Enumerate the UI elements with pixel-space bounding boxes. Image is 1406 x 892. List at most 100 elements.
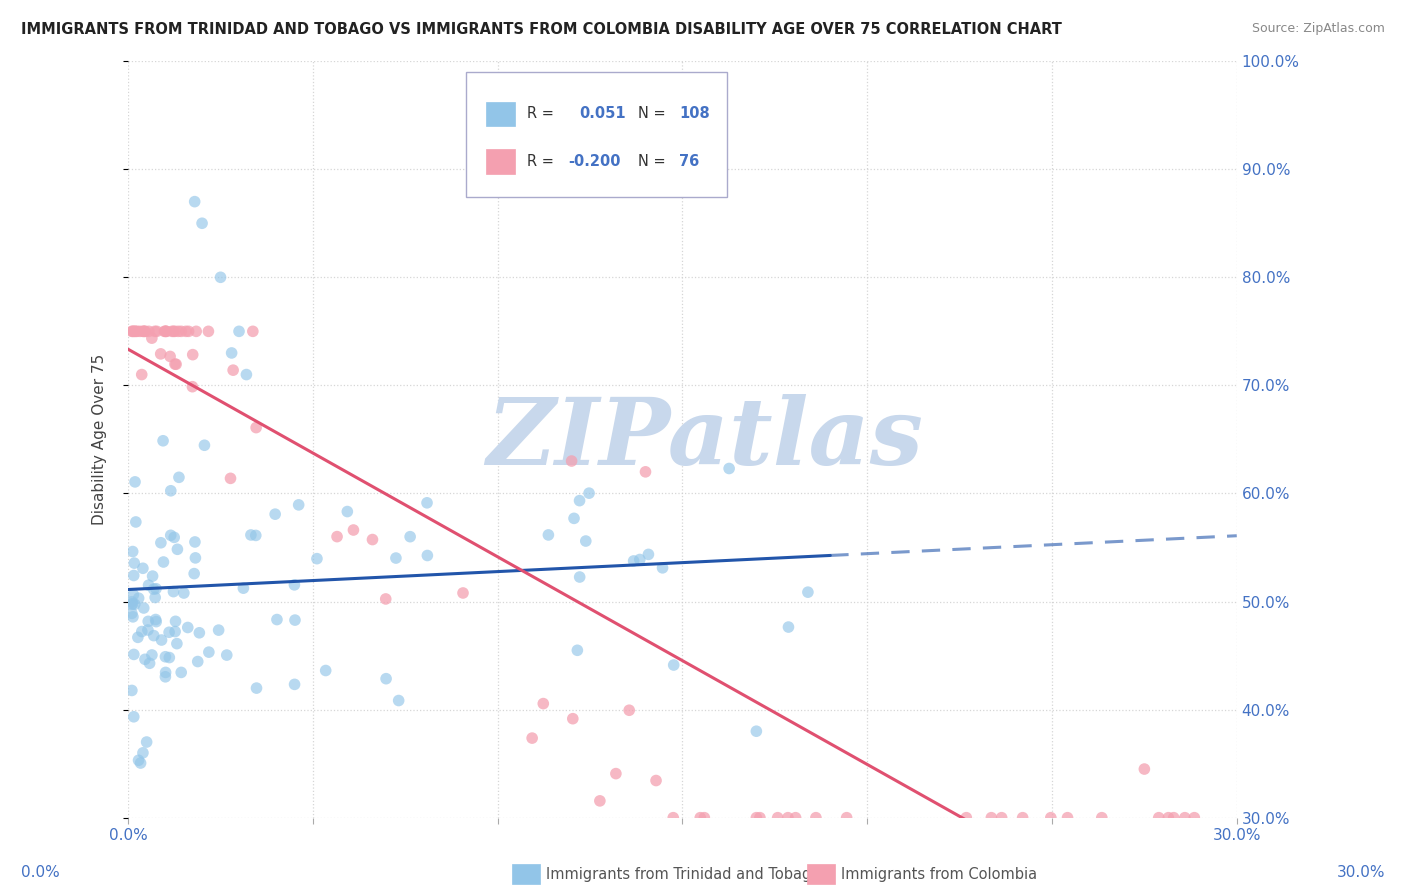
Point bbox=[562, 511, 585, 525]
Point bbox=[157, 650, 180, 665]
Point bbox=[134, 324, 156, 338]
Point bbox=[315, 664, 337, 678]
Point bbox=[245, 420, 267, 434]
Point bbox=[155, 324, 177, 338]
Point bbox=[138, 324, 160, 338]
Point bbox=[121, 597, 143, 611]
Point bbox=[127, 324, 149, 338]
Point bbox=[141, 331, 163, 345]
Text: 30.0%: 30.0% bbox=[1337, 865, 1385, 880]
Point bbox=[124, 324, 146, 338]
Point bbox=[131, 368, 153, 382]
Point bbox=[149, 535, 172, 549]
Point bbox=[745, 811, 768, 825]
Point bbox=[127, 631, 149, 645]
Point bbox=[198, 645, 221, 659]
Point bbox=[143, 324, 166, 338]
Point bbox=[163, 357, 186, 371]
Point bbox=[146, 324, 169, 338]
Point bbox=[264, 507, 287, 521]
Point bbox=[152, 555, 174, 569]
Point bbox=[797, 585, 820, 599]
Point bbox=[142, 582, 165, 596]
Point bbox=[375, 672, 398, 686]
Point bbox=[575, 534, 598, 549]
Point bbox=[399, 530, 422, 544]
Point bbox=[531, 697, 554, 711]
Point bbox=[124, 475, 146, 489]
FancyBboxPatch shape bbox=[486, 149, 515, 174]
Point bbox=[578, 486, 600, 500]
Point bbox=[134, 324, 156, 338]
Point bbox=[628, 552, 651, 566]
Point bbox=[162, 584, 184, 599]
Point bbox=[776, 811, 799, 825]
Point bbox=[165, 624, 187, 639]
Point bbox=[184, 550, 207, 565]
Text: -0.200: -0.200 bbox=[568, 153, 621, 169]
Point bbox=[131, 624, 153, 639]
Point bbox=[1039, 811, 1062, 825]
Point bbox=[121, 595, 143, 609]
Point bbox=[162, 324, 184, 338]
Point bbox=[451, 586, 474, 600]
Point bbox=[245, 681, 267, 695]
Point bbox=[167, 324, 190, 338]
Point bbox=[122, 648, 145, 662]
Point bbox=[1056, 811, 1078, 825]
Point bbox=[129, 756, 152, 770]
Point bbox=[568, 570, 591, 584]
Point bbox=[284, 677, 307, 691]
Point bbox=[122, 588, 145, 602]
Point bbox=[416, 549, 439, 563]
Point bbox=[149, 347, 172, 361]
Point bbox=[141, 648, 163, 662]
Point bbox=[1133, 762, 1156, 776]
Point bbox=[159, 528, 181, 542]
Point bbox=[183, 566, 205, 581]
Point bbox=[142, 569, 165, 583]
Point bbox=[159, 483, 181, 498]
Point bbox=[336, 504, 359, 518]
Point bbox=[374, 591, 396, 606]
Point bbox=[128, 591, 150, 606]
Point bbox=[121, 607, 143, 621]
Point bbox=[778, 620, 800, 634]
Point bbox=[138, 657, 160, 671]
Point bbox=[215, 648, 238, 662]
Point bbox=[132, 746, 155, 760]
Point bbox=[342, 523, 364, 537]
Text: R =: R = bbox=[527, 106, 554, 120]
Text: IMMIGRANTS FROM TRINIDAD AND TOBAGO VS IMMIGRANTS FROM COLOMBIA DISABILITY AGE O: IMMIGRANTS FROM TRINIDAD AND TOBAGO VS I… bbox=[21, 22, 1062, 37]
Point bbox=[222, 363, 245, 377]
Point bbox=[143, 591, 166, 605]
Point bbox=[181, 380, 204, 394]
Point bbox=[122, 568, 145, 582]
Text: 76: 76 bbox=[679, 153, 699, 169]
Point bbox=[266, 613, 288, 627]
Point bbox=[121, 597, 143, 611]
Point bbox=[121, 324, 143, 338]
Point bbox=[121, 544, 143, 558]
Point bbox=[165, 615, 187, 629]
Point bbox=[326, 530, 349, 544]
Point bbox=[142, 629, 165, 643]
Point bbox=[135, 735, 157, 749]
Point bbox=[766, 811, 789, 825]
Point bbox=[136, 615, 159, 629]
Point bbox=[155, 324, 177, 338]
Point bbox=[955, 811, 977, 825]
Point bbox=[167, 470, 190, 484]
Point bbox=[188, 625, 211, 640]
Point bbox=[155, 324, 177, 338]
Point bbox=[160, 324, 183, 338]
Point bbox=[561, 454, 583, 468]
Point bbox=[239, 528, 262, 542]
Point bbox=[136, 623, 159, 637]
Point bbox=[804, 811, 827, 825]
Point bbox=[132, 324, 155, 338]
Point bbox=[219, 471, 242, 485]
Point bbox=[835, 811, 858, 825]
Point bbox=[634, 465, 657, 479]
Text: 108: 108 bbox=[679, 106, 710, 120]
